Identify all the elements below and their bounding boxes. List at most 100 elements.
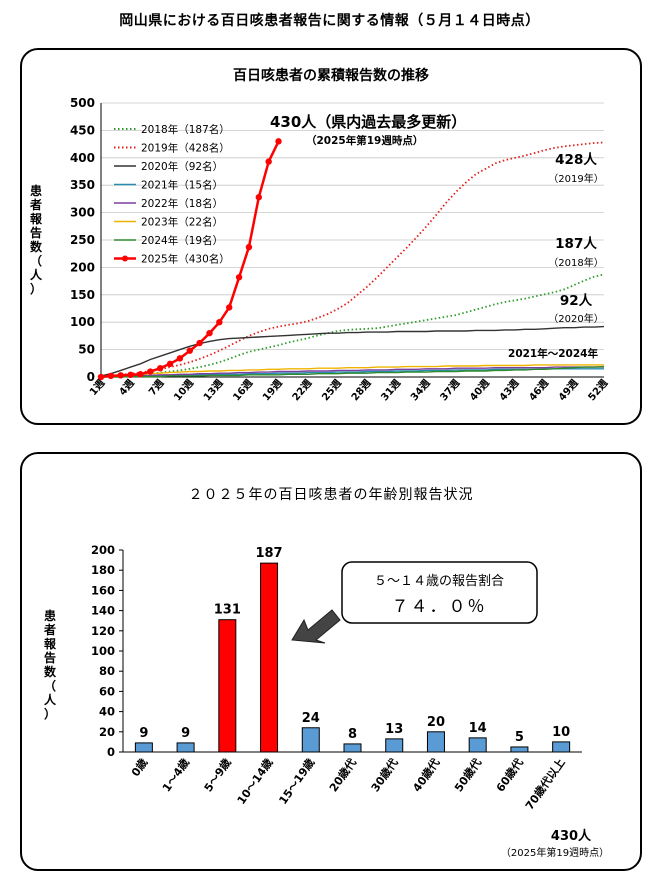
- bar-value-label: 24: [302, 711, 320, 726]
- callout-value: ７４．０％: [392, 597, 487, 617]
- data-point-2025: [206, 329, 213, 337]
- total-label: 430人: [551, 828, 592, 844]
- y-tick-label: 300: [70, 206, 95, 220]
- arrow-icon: [291, 609, 341, 644]
- y-tick-label: 160: [91, 583, 115, 597]
- cumulative-line-chart: 百日咳患者の累積報告数の推移 0 50 100 150 200 250 300 350 400 45…: [29, 67, 611, 403]
- y-tick-label: 140: [91, 604, 115, 618]
- series-line-2024: [101, 365, 605, 378]
- y-tick-label: 100: [91, 644, 115, 658]
- legend-label: 2020年（92名）: [141, 160, 223, 173]
- y-tick-label: 150: [70, 288, 95, 302]
- data-point-2025: [147, 368, 154, 375]
- category-label: 0歳: [128, 756, 150, 779]
- bar: [301, 727, 320, 753]
- category-label: 70歳代以上: [522, 756, 567, 813]
- data-point-2025: [156, 365, 164, 372]
- y-tick-label: 100: [70, 315, 95, 329]
- x-tick-label: 34週: [408, 377, 433, 403]
- data-point-2025: [265, 158, 272, 165]
- x-tick-label: 40週: [467, 377, 492, 403]
- bar-value-label: 9: [181, 726, 190, 741]
- category-label: 60歳代: [493, 756, 526, 795]
- bar-value-label: 8: [348, 727, 357, 742]
- data-point-2025: [226, 304, 233, 311]
- x-tick-label: 37週: [438, 377, 463, 403]
- category-label: 10～14歳: [234, 756, 276, 807]
- legend-label: 2018年（187名）: [141, 123, 230, 136]
- bar: [134, 742, 153, 753]
- annotation-2019-total: 428人: [555, 152, 597, 168]
- cumulative-chart-panel: 百日咳患者の累積報告数の推移 0 50 100 150 200 250 300 350 400 45…: [20, 48, 642, 425]
- x-tick-label: 52週: [586, 377, 611, 403]
- bar: [218, 619, 237, 753]
- bar: [510, 746, 529, 753]
- bar-value-label: 13: [385, 722, 403, 737]
- annotation-2025-note: （2025年第19週時点）: [306, 134, 423, 147]
- y-axis-label: 患者報告数（人）: [43, 608, 57, 721]
- legend-label: 2025年（430名）: [141, 253, 230, 266]
- category-label: 1～4歳: [159, 756, 192, 795]
- x-tick-label: 16週: [231, 377, 256, 403]
- y-tick-label: 450: [70, 123, 95, 137]
- y-tick-label: 400: [70, 151, 95, 165]
- y-tick-label: 200: [70, 260, 95, 274]
- category-label: 20歳代: [326, 756, 359, 795]
- bar-chart-title: ２０２５年の百日咳患者の年齢別報告状況: [189, 487, 474, 503]
- x-tick-label: 46週: [527, 377, 552, 403]
- bar-value-label: 14: [469, 721, 487, 736]
- data-point-2025: [117, 372, 124, 379]
- annotation-2020-note: （2020年）: [548, 312, 603, 325]
- legend-marker: [122, 255, 128, 262]
- callout-box: [341, 561, 538, 624]
- legend-label: 2019年（428名）: [141, 142, 230, 155]
- annotation-2021-2024: 2021年～2024年: [508, 347, 598, 360]
- data-point-2025: [235, 274, 243, 281]
- y-tick-label: 350: [70, 178, 95, 192]
- y-tick-label: 200: [91, 543, 115, 557]
- y-tick-label: 50: [78, 343, 95, 357]
- y-tick-label: 60: [99, 684, 115, 698]
- y-tick-label: 500: [70, 96, 95, 110]
- data-point-2025: [97, 373, 105, 381]
- series-line-2019: [100, 141, 605, 378]
- annotation-2020-total: 92人: [560, 293, 593, 309]
- data-point-2025: [216, 319, 223, 326]
- series-line-2020: [100, 325, 605, 377]
- legend-label: 2024年（19名）: [141, 234, 223, 247]
- y-tick-label: 80: [99, 664, 115, 678]
- page-title: 岡山県における百日咳患者報告に関する情報（５月１４日時点）: [119, 13, 540, 29]
- category-label: 40歳代: [410, 756, 443, 795]
- bar: [552, 741, 571, 753]
- bar-value-label: 10: [552, 725, 570, 740]
- x-tick-label: 43週: [497, 377, 522, 403]
- bar: [385, 738, 404, 753]
- y-tick-label: 250: [70, 233, 95, 247]
- data-point-2025: [166, 360, 174, 368]
- data-point-2025: [137, 371, 144, 378]
- legend-label: 2022年（18名）: [141, 197, 223, 210]
- line-chart-title: 百日咳患者の累積報告数の推移: [233, 67, 429, 84]
- data-point-2025: [176, 355, 184, 362]
- series-line-2023: [100, 364, 604, 378]
- annotation-2018-total: 187人: [555, 236, 597, 252]
- legend-label: 2023年（22名）: [141, 216, 223, 229]
- y-tick-label: 180: [91, 563, 115, 577]
- legend-label: 2021年（15名）: [141, 179, 223, 192]
- x-tick-label: 13週: [201, 377, 226, 403]
- bar: [260, 562, 279, 753]
- data-point-2025: [275, 138, 282, 145]
- bar-value-label: 9: [139, 726, 148, 741]
- data-point-2025: [245, 243, 253, 251]
- annotation-2019-note: （2019年）: [548, 172, 603, 185]
- series-line-2022: [101, 366, 604, 378]
- data-point-2025: [107, 372, 115, 380]
- category-label: 5～9歳: [201, 756, 234, 795]
- x-tick-label: 22週: [290, 377, 315, 403]
- bar: [426, 731, 445, 753]
- data-point-2025: [127, 371, 134, 379]
- x-tick-label: 19週: [260, 377, 285, 403]
- y-tick-label: 120: [91, 624, 115, 638]
- y-tick-label: 20: [99, 725, 115, 739]
- y-tick-label: 40: [99, 705, 115, 719]
